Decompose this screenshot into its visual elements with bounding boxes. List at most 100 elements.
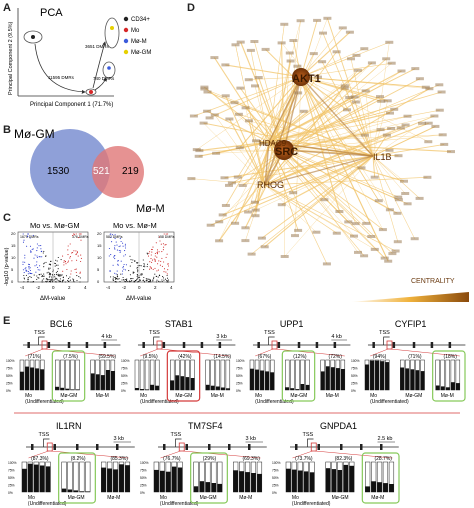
volcano-point [59,280,61,282]
volcano-point [27,280,29,282]
volcano-ytick: 0 [97,279,100,284]
network-edge [235,44,266,186]
network-node [252,139,260,143]
volcano-point [151,259,154,261]
methylation-bar [415,370,420,390]
volcano-point [36,250,38,252]
network-node [244,210,253,214]
methylation-bar [286,468,291,492]
network-node [260,245,269,249]
volcano-point [25,274,27,276]
network-node [332,231,341,235]
network-edge [261,155,374,239]
volcano-point [57,273,59,275]
volcano-point [152,279,154,281]
volcano-point [165,233,167,235]
methylation-bar [320,371,325,390]
group-label: Mø-GM [60,393,77,399]
volcano-point [45,255,47,258]
volcano-point [161,257,163,259]
volcano-point [156,275,158,278]
volcano-point [65,263,67,265]
network-node [425,87,434,91]
gene-name: CYFIP1 [395,319,427,329]
gene-name: TM7SF4 [188,421,223,431]
volcano-point [125,279,128,281]
network-node [394,154,403,158]
group-label: Mø-M [239,495,252,501]
volcano-point [32,248,34,250]
volcano-point [161,279,163,281]
volcano-point [30,272,32,275]
volcano-point [41,250,43,252]
network-node [387,127,396,130]
network-node [251,214,260,218]
network-node [391,249,400,253]
volcano-point [108,255,110,257]
volcano-point [162,277,165,279]
volcano-ytick: 15 [97,243,102,248]
volcano-point [63,260,65,262]
methylation-bar [70,389,75,390]
volcano-point [144,266,146,268]
network-node [374,199,383,203]
methylation-bar [199,481,205,492]
volcano-point [27,233,29,235]
volcano-point [76,252,78,254]
methylation-bar [75,389,80,390]
ytick-label: 50% [140,476,147,480]
volcano-point [124,250,126,252]
volcano-xtick: 4 [170,285,173,290]
volcano-point [46,280,48,282]
network-node [293,64,302,68]
volcano-point [39,269,41,271]
volcano-point [117,264,119,266]
group-label: Mø-M [211,393,224,399]
volcano-point [116,244,118,246]
ytick-label: 100% [121,359,130,363]
methylation-bar [255,369,259,390]
volcano-point [119,281,121,283]
volcano-point [25,270,27,272]
ytick-label: 50% [272,476,279,480]
methylation-bar [239,471,244,492]
volcano-point [50,273,52,276]
group-label: Mø-GM [200,495,217,501]
network-node [244,78,253,82]
network-edge [361,155,374,169]
ytick-label: 100% [236,359,245,363]
gene-block-cyfip1: CYFIP1 TSS (94%) Mo(Undifferentiated) (71%) M… [351,319,466,405]
volcano-point [36,256,38,258]
volcano-point [129,265,131,267]
network-edge [372,155,399,242]
network-node [410,237,419,241]
volcano-point [41,276,43,278]
volcano-point [148,278,150,280]
volcano-plot-1: Mo vs. Mø-GM 1675 DMRs 376 DMRs [17,221,89,283]
volcano-point [41,281,43,283]
volcano-point [132,272,134,274]
volcano-point [72,233,75,235]
volcano-point [23,239,25,241]
group-label: Mo [160,495,167,501]
legend-swatch-mom [123,38,129,44]
methylation-value: (69.3%) [242,456,260,462]
volcano-left-count-2: 582 DMRs [106,235,123,239]
methylation-value: (7.5%) [63,354,78,360]
volcano-point [119,251,121,253]
network-node [378,228,387,232]
volcano-point [137,280,139,283]
volcano-ytick: 5 [11,267,14,272]
network-node [345,30,354,34]
network-edge [372,126,436,157]
ytick-label: 75% [6,367,13,371]
network-edge [300,76,366,92]
volcano-point [59,275,61,277]
volcano-point [30,251,32,253]
volcano-point [130,278,132,280]
network-node [385,148,394,152]
volcano-point [42,275,44,277]
volcano-point [48,280,51,283]
volcano-point [80,233,82,235]
